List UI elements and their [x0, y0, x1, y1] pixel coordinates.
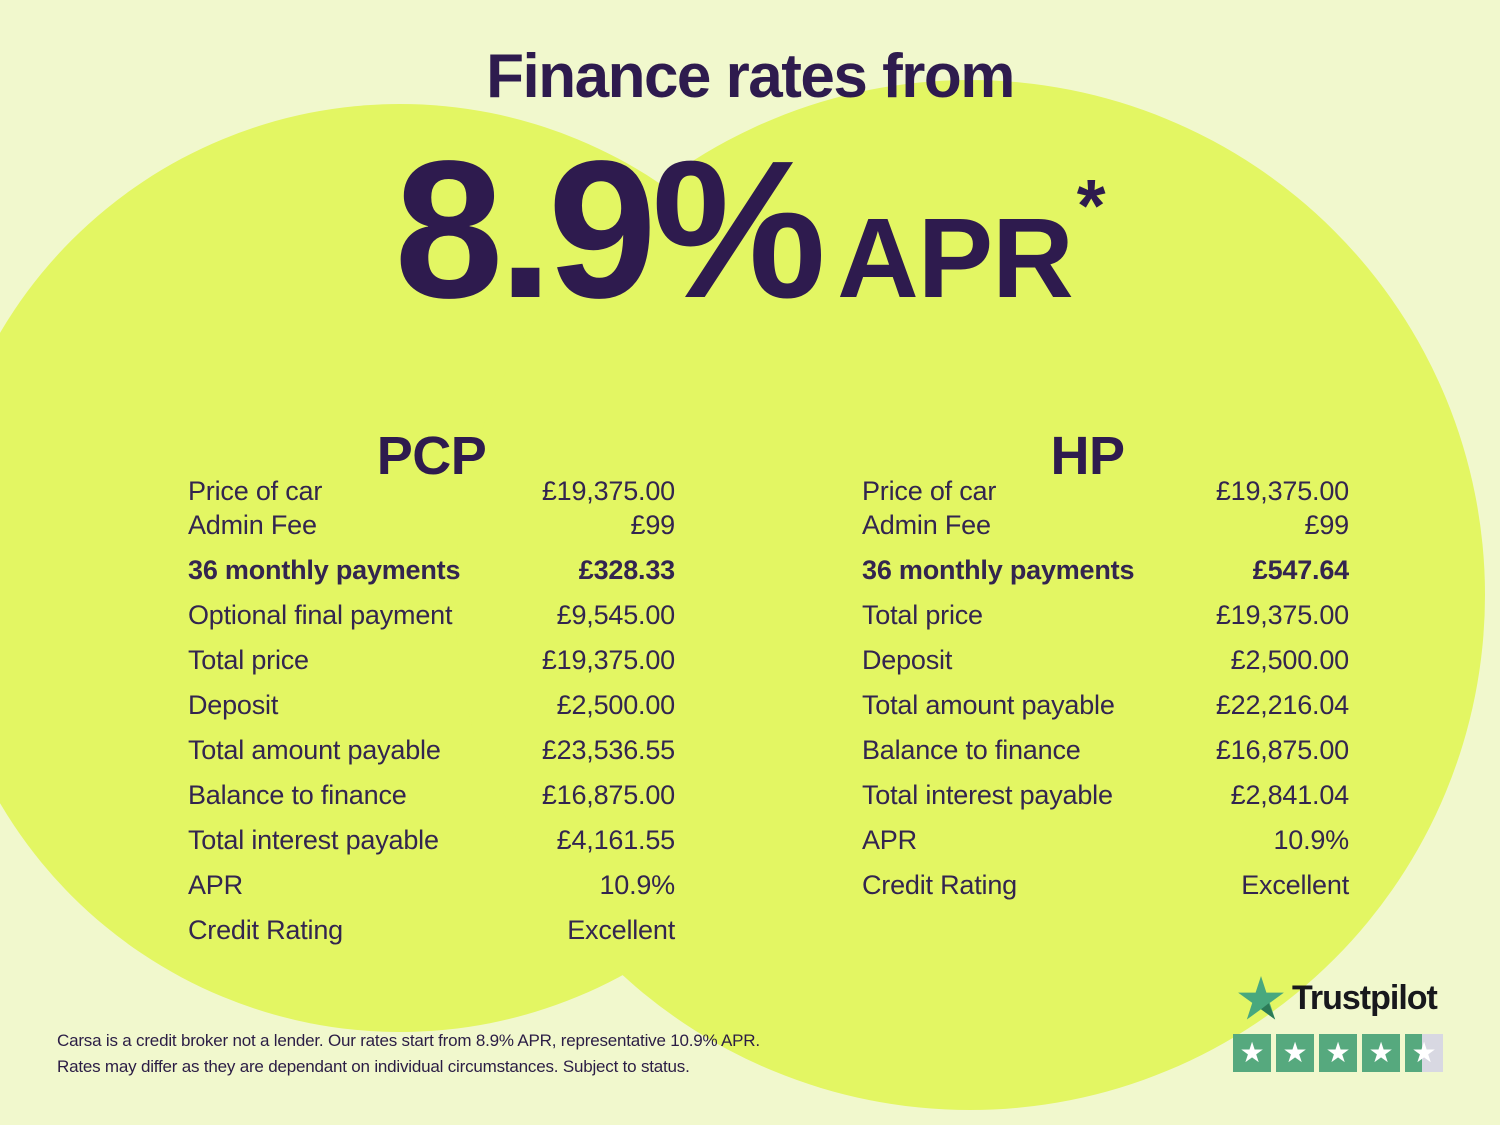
finance-row: Total price £19,375.00: [862, 593, 1349, 638]
finance-row: Deposit £2,500.00: [862, 638, 1349, 683]
trustpilot-star-icon: [1238, 976, 1284, 1020]
disclaimer-line-1: Carsa is a credit broker not a lender. O…: [57, 1031, 760, 1050]
row-value: 10.9%: [1273, 825, 1349, 855]
pcp-heading: PCP: [376, 425, 487, 486]
row-label: Admin Fee: [862, 509, 991, 540]
finance-row: Credit Rating Excellent: [188, 908, 675, 953]
row-label: Total interest payable: [862, 780, 1113, 810]
row-label: Total interest payable: [188, 825, 439, 855]
finance-row: Deposit £2,500.00: [188, 683, 675, 728]
row-value: £16,875.00: [541, 780, 675, 810]
row-label: Total price: [862, 600, 983, 630]
finance-row: Total interest payable £4,161.55: [188, 818, 675, 863]
finance-row: Total price £19,375.00: [188, 638, 675, 683]
rate-value: 8.9%: [394, 120, 826, 339]
background-circle-right: [455, 80, 1485, 1110]
row-value: £9,545.00: [556, 600, 676, 630]
rating-star-box: ★: [1319, 1034, 1357, 1072]
row-label: Total amount payable: [862, 690, 1115, 720]
finance-row: Price of car £19,375.00: [862, 474, 1349, 508]
row-label: Credit Rating: [188, 915, 343, 945]
row-label: Price of car: [188, 475, 323, 506]
row-value: £547.64: [1252, 555, 1349, 585]
finance-row: Price of car £19,375.00: [188, 474, 675, 508]
row-value: £99: [630, 509, 676, 540]
row-value: £23,536.55: [541, 735, 675, 765]
hp-heading: HP: [1050, 425, 1125, 486]
finance-row: Credit Rating Excellent: [862, 863, 1349, 908]
finance-row: Admin Fee £99: [862, 508, 1349, 542]
row-value: £16,875.00: [1215, 735, 1349, 765]
finance-row: 36 monthly payments £547.64: [862, 548, 1349, 593]
page-title: Finance rates from: [486, 42, 1015, 111]
row-label: Optional final payment: [188, 600, 453, 630]
finance-row: Total interest payable £2,841.04: [862, 773, 1349, 818]
disclaimer: Carsa is a credit broker not a lender. O…: [57, 1028, 760, 1080]
star-icon: ★: [1325, 1036, 1351, 1069]
row-value: £4,161.55: [556, 825, 676, 855]
row-label: Price of car: [862, 475, 997, 506]
finance-row: Total amount payable £23,536.55: [188, 728, 675, 773]
row-value: £19,375.00: [1215, 475, 1349, 506]
finance-row: 36 monthly payments £328.33: [188, 548, 675, 593]
rating-star-box: ★: [1362, 1034, 1400, 1072]
row-label: Admin Fee: [188, 509, 317, 540]
row-value: £19,375.00: [1215, 600, 1349, 630]
disclaimer-line-2: Rates may differ as they are dependant o…: [57, 1057, 690, 1076]
rating-star-box: ★: [1233, 1034, 1271, 1072]
finance-row: Balance to finance £16,875.00: [862, 728, 1349, 773]
row-value: 10.9%: [599, 870, 675, 900]
row-label: Credit Rating: [862, 870, 1017, 900]
row-label: APR: [862, 825, 917, 855]
row-label: Deposit: [862, 645, 953, 675]
pcp-table: Price of car £19,375.00 Admin Fee £99 36 mon…: [188, 474, 675, 953]
row-value: £22,216.04: [1215, 690, 1349, 720]
star-icon: ★: [1368, 1036, 1394, 1069]
row-value: £2,841.04: [1230, 780, 1350, 810]
row-value: £2,500.00: [556, 690, 676, 720]
star-icon: ★: [1282, 1036, 1308, 1069]
finance-row: APR 10.9%: [188, 863, 675, 908]
row-label: APR: [188, 870, 243, 900]
row-label: Total amount payable: [188, 735, 441, 765]
row-value: Excellent: [567, 915, 675, 945]
headline-rate: 8.9% APR *: [0, 132, 1500, 328]
row-label: Balance to finance: [188, 780, 407, 810]
row-value: Excellent: [1241, 870, 1349, 900]
finance-row: Total amount payable £22,216.04: [862, 683, 1349, 728]
star-icon: ★: [1239, 1036, 1265, 1069]
trustpilot-rating-stars: ★ ★ ★ ★ ★: [1233, 1034, 1443, 1072]
row-value: £99: [1304, 509, 1350, 540]
trustpilot-wordmark: Trustpilot: [1292, 979, 1438, 1017]
rate-suffix: APR: [837, 195, 1074, 321]
rating-star-box: ★: [1276, 1034, 1314, 1072]
row-label: Balance to finance: [862, 735, 1081, 765]
row-value: £328.33: [578, 555, 675, 585]
row-label: 36 monthly payments: [862, 555, 1135, 585]
row-label: Deposit: [188, 690, 279, 720]
hp-table: Price of car £19,375.00 Admin Fee £99 36 mon…: [862, 474, 1349, 908]
finance-row: Optional final payment £9,545.00: [188, 593, 675, 638]
rating-star-box: ★: [1405, 1034, 1443, 1072]
row-value: £2,500.00: [1230, 645, 1350, 675]
rate-asterisk: *: [1076, 164, 1106, 247]
row-value: £19,375.00: [541, 645, 675, 675]
finance-row: Balance to finance £16,875.00: [188, 773, 675, 818]
star-icon: ★: [1411, 1036, 1437, 1069]
finance-row: APR 10.9%: [862, 818, 1349, 863]
finance-row: Admin Fee £99: [188, 508, 675, 542]
row-label: Total price: [188, 645, 309, 675]
trustpilot-logo: Trustpilot: [1238, 976, 1438, 1020]
row-label: 36 monthly payments: [188, 555, 461, 585]
row-value: £19,375.00: [541, 475, 675, 506]
